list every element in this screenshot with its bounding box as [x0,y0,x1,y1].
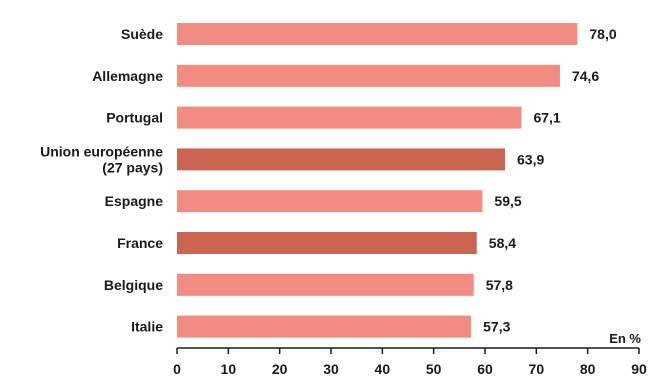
bar-value-label: 57,3 [483,319,510,335]
category-label-line: Italie [131,319,163,335]
bar-value-label: 67,1 [533,110,560,126]
x-tick-label: 60 [477,361,493,377]
bar [177,190,483,213]
category-label-line: Belgique [104,277,163,293]
x-tick-label: 90 [631,361,647,377]
category-label-line: Portugal [106,110,163,126]
bars-group [177,23,578,338]
category-label: Italie [131,319,163,335]
x-tick-label: 10 [221,361,237,377]
category-label: Espagne [105,193,164,209]
x-tick-label: 40 [375,361,391,377]
category-label-line: Union européenne [40,143,163,159]
x-tick-label: 80 [580,361,596,377]
bar [177,148,506,171]
bar-value-label: 74,6 [572,68,599,84]
unit-label: En % [609,331,641,346]
bar [177,23,578,45]
x-tick-label: 30 [323,361,339,377]
bar-value-label: 58,4 [489,235,516,251]
bar-value-label: 78,0 [589,26,616,42]
category-label-line: France [117,235,163,251]
bar [177,273,474,296]
bar-value-label: 59,5 [494,193,521,209]
category-label-line: Suède [121,26,163,42]
category-label-line: (27 pays) [102,159,163,175]
bar [177,315,472,338]
x-tick-label: 50 [426,361,442,377]
category-label: Allemagne [92,68,163,84]
bar [177,64,560,87]
x-tick-label: 20 [272,361,288,377]
category-label: Portugal [106,110,163,126]
category-label-line: Espagne [105,193,164,209]
x-axis: 0 10 20 30 40 50 60 70 80 90 [173,347,647,377]
category-label-line: Allemagne [92,68,163,84]
category-label: Belgique [104,277,163,293]
bar [177,232,477,254]
category-labels: Suède Allemagne Portugal Union européenne (2… [40,26,163,335]
bar [177,106,522,129]
category-label: Suède [121,26,163,42]
bar-value-label: 57,8 [486,277,513,293]
x-tick-label: 70 [529,361,545,377]
bar-value-label: 63,9 [517,151,544,167]
value-labels: 78,0 74,6 67,1 63,9 59,5 58,4 57,8 57,3 [483,26,617,335]
x-tick-label: 0 [173,361,181,377]
category-label: France [117,235,163,251]
category-label: Union européenne (27 pays) [40,143,163,175]
